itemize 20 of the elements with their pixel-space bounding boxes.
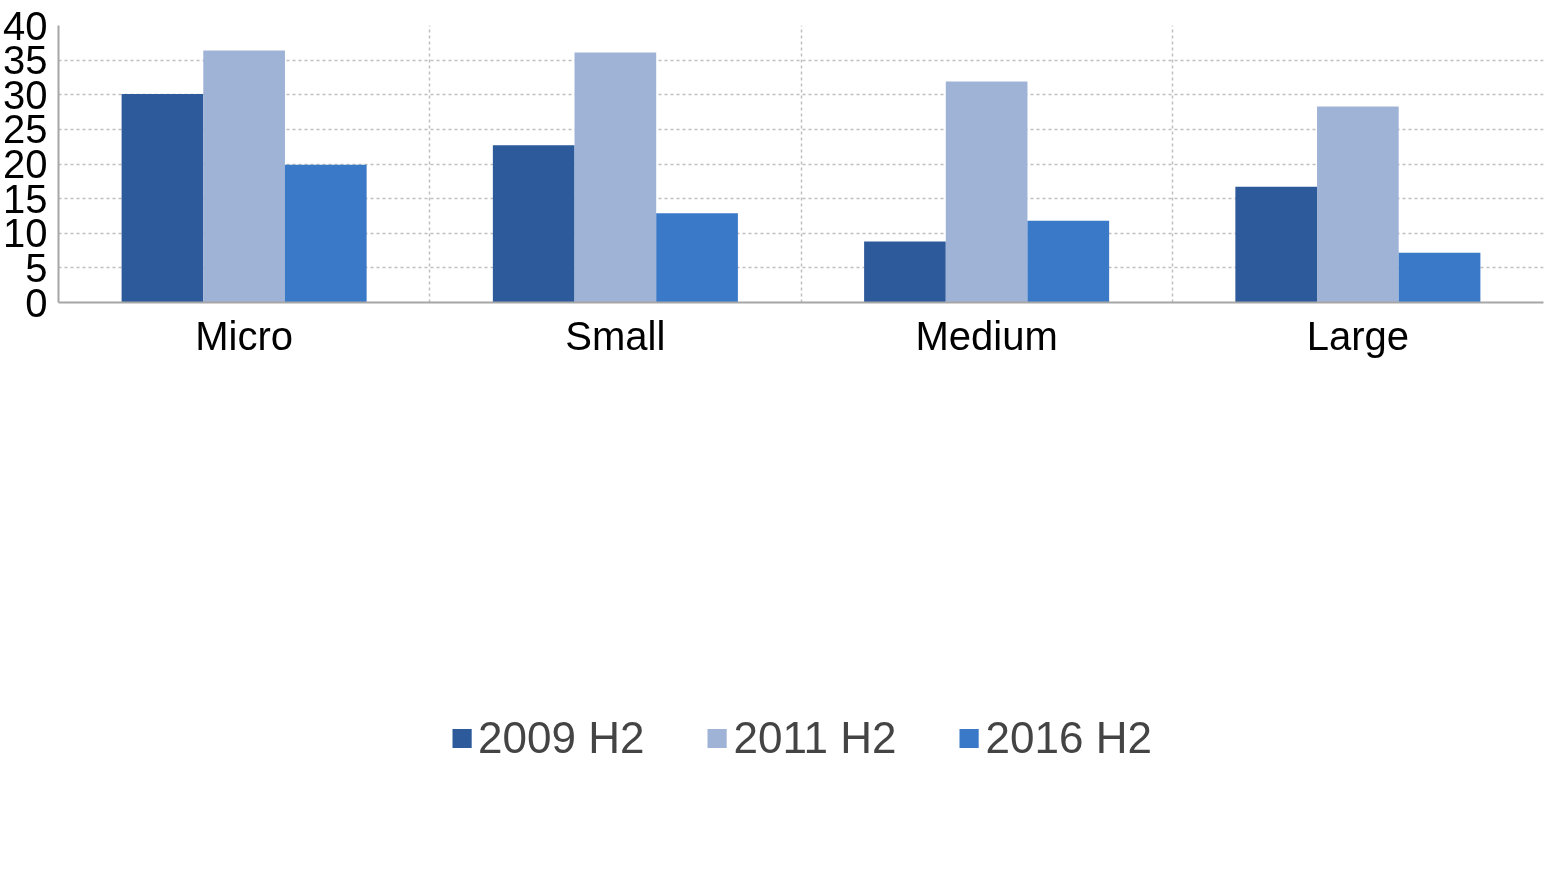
legend-label: 2009 H2 (478, 712, 645, 763)
x-tick-label: Medium (915, 313, 1058, 358)
legend-label: 2011 H2 (733, 712, 897, 763)
legend-label: 2016 H2 (985, 712, 1152, 763)
bar (1398, 252, 1481, 303)
bar (1317, 106, 1399, 303)
bar (1027, 220, 1110, 303)
y-tick-label: 20 (3, 142, 48, 186)
bar (284, 164, 367, 303)
bar (492, 145, 575, 303)
bar (945, 81, 1028, 303)
bar (1235, 186, 1318, 303)
bar (121, 94, 204, 303)
x-tick-label: Large (1306, 313, 1410, 358)
x-tick-label: Micro (195, 313, 294, 358)
bar (203, 50, 285, 303)
bar (656, 213, 738, 303)
bar (864, 241, 946, 303)
bar (574, 52, 657, 303)
x-tick-label: Small (565, 313, 666, 358)
